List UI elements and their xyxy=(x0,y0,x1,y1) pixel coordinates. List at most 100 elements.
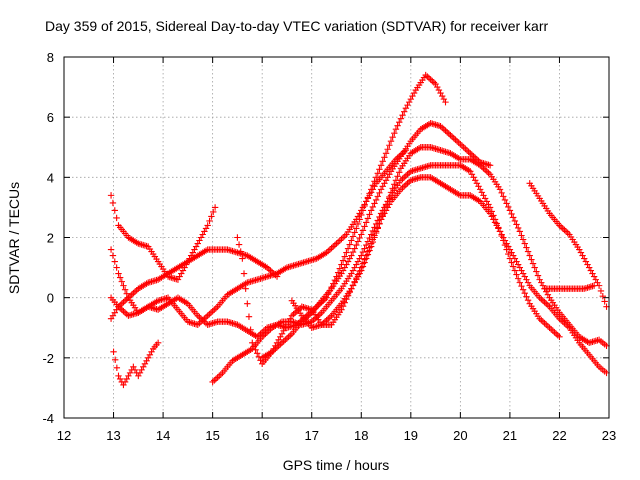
data-point xyxy=(386,171,393,178)
data-point xyxy=(277,333,284,340)
data-point xyxy=(328,244,335,252)
data-point xyxy=(244,300,251,307)
data-point xyxy=(505,203,512,211)
data-point xyxy=(462,145,469,152)
data-point xyxy=(409,92,416,100)
data-point xyxy=(581,255,588,262)
data-point xyxy=(197,315,205,322)
y-tick-label: 2 xyxy=(47,231,54,246)
data-point xyxy=(503,240,510,247)
data-point xyxy=(116,304,124,312)
data-point xyxy=(128,291,135,298)
data-point xyxy=(280,338,287,345)
data-point xyxy=(468,151,476,158)
data-point xyxy=(524,279,532,286)
data-point xyxy=(594,279,601,286)
data-point xyxy=(349,267,357,274)
data-point xyxy=(481,195,489,202)
data-point xyxy=(386,201,393,208)
data-point xyxy=(216,372,223,380)
data-point xyxy=(265,327,272,334)
data-point xyxy=(211,204,219,211)
data-point xyxy=(212,375,220,383)
data-point xyxy=(125,372,132,380)
data-point xyxy=(382,150,390,157)
data-point xyxy=(126,369,134,377)
data-point xyxy=(351,229,358,236)
data-point xyxy=(204,312,211,319)
data-point xyxy=(242,285,249,292)
data-point xyxy=(498,189,505,197)
data-point xyxy=(407,95,415,103)
data-point xyxy=(329,243,337,250)
data-point xyxy=(374,217,381,224)
data-point xyxy=(247,326,254,333)
data-point xyxy=(519,286,527,293)
x-tick-label: 12 xyxy=(57,428,71,443)
data-point xyxy=(538,317,545,324)
data-point xyxy=(123,290,130,297)
data-point xyxy=(452,136,459,143)
data-point xyxy=(113,364,121,372)
data-point xyxy=(363,241,370,249)
data-point xyxy=(343,249,350,256)
data-point xyxy=(392,177,400,184)
data-point xyxy=(272,345,279,353)
data-point xyxy=(391,181,398,188)
y-tick-label: -2 xyxy=(42,351,54,366)
data-point xyxy=(538,295,545,303)
data-point xyxy=(138,366,145,374)
data-point xyxy=(120,298,127,306)
data-point xyxy=(564,229,571,237)
data-point xyxy=(343,261,350,268)
data-point xyxy=(377,162,385,169)
data-point xyxy=(131,366,139,374)
data-point xyxy=(510,252,517,259)
data-point xyxy=(367,231,375,238)
data-point xyxy=(263,329,271,336)
data-point xyxy=(366,211,373,218)
data-point xyxy=(285,333,292,340)
data-point xyxy=(481,166,489,174)
data-point xyxy=(391,130,398,137)
data-point xyxy=(275,342,282,349)
data-point xyxy=(475,183,482,190)
data-point xyxy=(361,259,368,266)
data-point xyxy=(111,258,118,265)
data-point xyxy=(189,249,197,256)
data-point xyxy=(438,92,446,100)
y-tick-label: 8 xyxy=(47,50,54,65)
data-point xyxy=(115,372,122,380)
data-point xyxy=(374,225,381,232)
x-tick-label: 16 xyxy=(255,428,269,443)
x-tick-label: 21 xyxy=(503,428,517,443)
data-point xyxy=(358,231,365,238)
data-point xyxy=(541,298,548,306)
data-point xyxy=(135,372,142,380)
data-point xyxy=(448,133,456,140)
data-point xyxy=(488,213,495,220)
data-point xyxy=(107,192,115,199)
data-point xyxy=(344,258,352,265)
data-point xyxy=(371,178,378,185)
data-point xyxy=(366,190,373,197)
data-point xyxy=(496,228,504,235)
data-point xyxy=(546,324,553,331)
data-point xyxy=(356,216,363,223)
data-point xyxy=(523,244,530,251)
data-point xyxy=(590,282,598,289)
data-point xyxy=(559,225,566,232)
data-point xyxy=(397,115,405,122)
data-point xyxy=(326,246,334,253)
data-point xyxy=(336,265,344,272)
x-tick-label: 20 xyxy=(453,428,467,443)
data-point xyxy=(369,182,377,189)
data-point xyxy=(217,371,225,378)
data-point xyxy=(111,356,119,364)
data-point xyxy=(118,300,126,307)
data-point xyxy=(463,147,471,154)
data-point xyxy=(364,194,372,201)
data-point xyxy=(434,83,441,91)
data-point xyxy=(174,276,182,283)
data-point xyxy=(382,177,390,184)
